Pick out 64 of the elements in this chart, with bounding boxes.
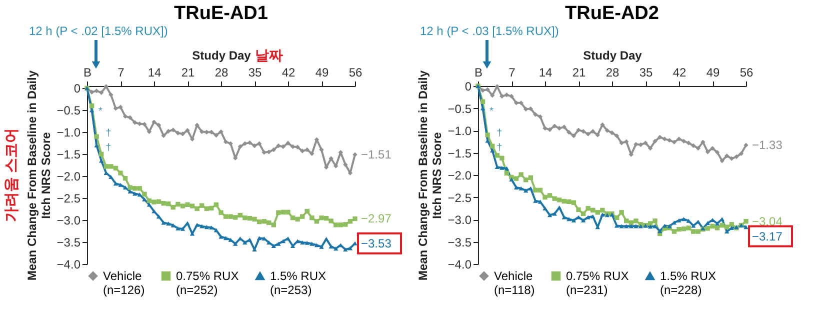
chart-title: TRuE-AD2 (565, 3, 659, 24)
legend-label: 0.75% RUX (n=231) (566, 269, 629, 297)
y-tick-label: −2.0 (56, 170, 81, 184)
y-tick-label: −3.0 (448, 213, 472, 227)
legend-label: 1.5% RUX (n=228) (660, 269, 716, 297)
y-tick-label: −1.5 (56, 148, 81, 162)
legend-label: 0.75% RUX (n=252) (176, 269, 239, 297)
y-axis-title: Mean Change From Baseline in Daily Itch NRS Score (416, 70, 444, 281)
y-tick-label: −2.5 (56, 192, 81, 206)
y-tick-label: −3.0 (56, 214, 81, 228)
chart-title: TRuE-AD1 (174, 3, 268, 24)
annotation: † (496, 142, 502, 154)
x-tick-label: 56 (740, 66, 754, 80)
y-tick-label: −0.5 (56, 104, 81, 118)
annotation: † (496, 128, 502, 140)
x-tick-label: 49 (706, 66, 720, 80)
x-tick-label: 14 (148, 66, 162, 80)
data-label: −3.04 (752, 214, 783, 228)
y-tick-label: −1.0 (448, 124, 472, 138)
data-label: −1.33 (752, 138, 783, 152)
text: 12 h (P < .03 [1.5% RUX]) (420, 24, 559, 38)
x-tick-label: 7 (118, 66, 125, 80)
legend-label: Vehicle (n=126) (103, 269, 145, 297)
y-tick-label: −0.5 (448, 102, 472, 116)
annotation: * (98, 106, 102, 117)
y-tick-label: −4.0 (56, 258, 81, 272)
x-tick-label: 42 (282, 66, 296, 80)
y-tick-label: −1.0 (56, 126, 81, 140)
text: 날짜 (255, 47, 283, 63)
y-tick-label: −1.5 (448, 146, 472, 160)
x-tick-label: B (83, 66, 92, 80)
x-tick-label: 21 (181, 66, 195, 80)
x-axis-title: Study Day (192, 48, 252, 62)
x-tick-label: 14 (538, 66, 552, 80)
data-label: −3.53 (361, 236, 392, 250)
text: 12 h (P < .02 [1.5% RUX]) (29, 24, 168, 38)
y-tick-label: −3.5 (448, 235, 472, 250)
x-axis-title: Study Day (583, 48, 642, 62)
data-label: −3.17 (752, 229, 783, 244)
y-tick-label: 0 (464, 80, 472, 94)
annotation: † (106, 128, 112, 140)
y-axis-title: Mean Change From Baseline in Daily Itch NRS Score (24, 70, 53, 281)
x-tick-label: B (474, 66, 483, 80)
annotation: † (106, 142, 112, 154)
legend-label: Vehicle (n=118) (494, 269, 535, 297)
data-label: −1.51 (361, 148, 392, 162)
x-tick-label: 28 (606, 66, 620, 80)
y-tick-label: 0 (74, 82, 81, 96)
x-tick-label: 21 (572, 66, 586, 80)
x-tick-label: 7 (508, 66, 516, 80)
y-tick-label: −4.0 (448, 258, 472, 272)
x-tick-label: 35 (248, 66, 262, 80)
data-label: −2.97 (361, 212, 392, 226)
x-tick-label: 42 (672, 66, 686, 80)
x-tick-label: 56 (348, 66, 362, 80)
y-tick-label: −3.5 (56, 236, 81, 250)
x-tick-label: 28 (214, 66, 228, 80)
x-tick-label: 49 (315, 66, 329, 80)
legend-label: 1.5% RUX (n=253) (270, 269, 326, 297)
annotation: * (489, 106, 494, 117)
y-tick-label: −2.5 (448, 190, 472, 205)
text: 가려움 스코어 (3, 128, 20, 222)
y-tick-label: −2.0 (448, 168, 472, 182)
x-tick-label: 35 (639, 66, 653, 80)
